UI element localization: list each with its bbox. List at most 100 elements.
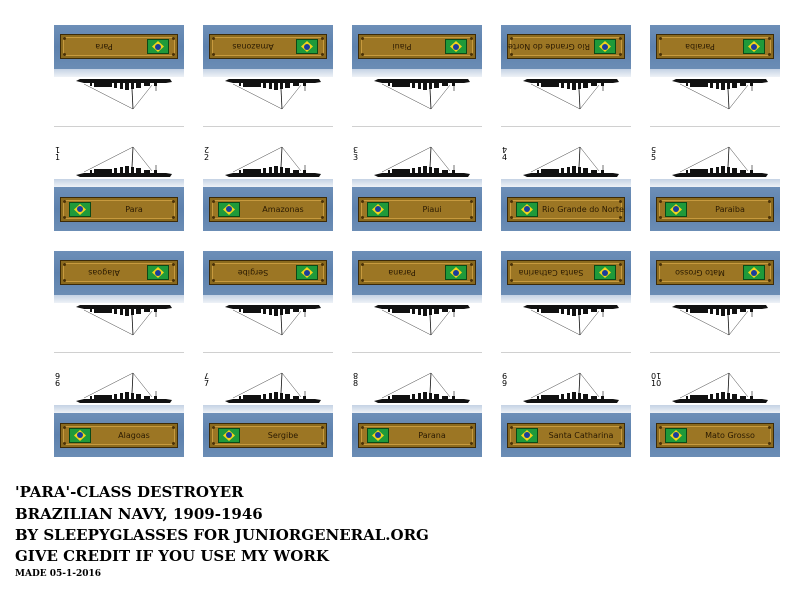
brazil-flag-icon xyxy=(69,428,91,443)
destroyer-silhouette-icon xyxy=(203,141,333,181)
counter-number: 1 xyxy=(55,153,61,162)
brazil-flag-icon xyxy=(743,265,765,280)
name-plaque: Piaui xyxy=(358,34,476,59)
destroyer-silhouette-icon xyxy=(352,75,482,115)
destroyer-silhouette-icon xyxy=(650,367,780,407)
destroyer-silhouette-icon xyxy=(501,141,631,181)
caption-title: 'PARA'-CLASS DESTROYER xyxy=(15,483,244,501)
ship-counter: Paraiba 5 5 xyxy=(650,25,780,231)
name-plaque: Amazonas xyxy=(209,34,327,59)
name-plaque: Rio Grande do Norte xyxy=(507,197,625,222)
fold-line xyxy=(203,126,333,127)
destroyer-silhouette-icon xyxy=(650,75,780,115)
name-plaque: Amazonas xyxy=(209,197,327,222)
caption-credit: GIVE CREDIT IF YOU USE MY WORK xyxy=(15,547,329,565)
ship-name: Paraiba xyxy=(685,42,715,51)
name-plaque: Para xyxy=(60,197,178,222)
brazil-flag-icon xyxy=(218,202,240,217)
counter-number: 4 xyxy=(502,153,508,162)
brazil-flag-icon xyxy=(743,39,765,54)
ship-counter: Para 1 1 xyxy=(54,25,184,231)
destroyer-silhouette-icon xyxy=(54,301,184,341)
ship-name: Mato Grosso xyxy=(675,268,725,277)
name-plaque: Parana xyxy=(358,423,476,448)
fold-line xyxy=(54,126,184,127)
brazil-flag-icon xyxy=(665,428,687,443)
fold-line xyxy=(650,126,780,127)
counter-number: 3 xyxy=(353,153,359,162)
name-plaque: Paraiba xyxy=(656,197,774,222)
destroyer-silhouette-icon xyxy=(352,367,482,407)
ship-name: Paraiba xyxy=(715,205,745,214)
ship-name: Piaui xyxy=(392,42,412,51)
fold-line xyxy=(54,352,184,353)
brazil-flag-icon xyxy=(147,265,169,280)
fold-line xyxy=(203,352,333,353)
destroyer-silhouette-icon xyxy=(54,75,184,115)
ship-name: Parana xyxy=(418,431,446,440)
destroyer-silhouette-icon xyxy=(54,141,184,181)
ship-name: Amazonas xyxy=(232,42,274,51)
ship-counter: Piaui 3 3 xyxy=(352,25,482,231)
counter-number: 8 xyxy=(353,379,359,388)
ship-counter: Amazonas 2 2 xyxy=(203,25,333,231)
name-plaque: Santa Catharina xyxy=(507,423,625,448)
counter-number: 7 xyxy=(204,379,210,388)
ship-counter: Alagoas 6 6 xyxy=(54,251,184,457)
ship-name: Alagoas xyxy=(88,268,120,277)
destroyer-silhouette-icon xyxy=(501,301,631,341)
ship-name: Santa Catharina xyxy=(548,431,614,440)
name-plaque: Mato Grosso xyxy=(656,423,774,448)
ship-name: Mato Grosso xyxy=(705,431,755,440)
ship-name: Rio Grande do Norte xyxy=(508,42,590,51)
brazil-flag-icon xyxy=(594,39,616,54)
name-plaque: Alagoas xyxy=(60,423,178,448)
destroyer-silhouette-icon xyxy=(352,301,482,341)
ship-name: Santa Catharina xyxy=(518,268,584,277)
name-plaque: Parana xyxy=(358,260,476,285)
brazil-flag-icon xyxy=(445,265,467,280)
fold-line xyxy=(352,126,482,127)
name-plaque: Piaui xyxy=(358,197,476,222)
ship-counter: Parana 8 8 xyxy=(352,251,482,457)
brazil-flag-icon xyxy=(218,428,240,443)
destroyer-silhouette-icon xyxy=(501,367,631,407)
counter-number: 6 xyxy=(55,379,61,388)
ship-name: Sergibe xyxy=(237,268,269,277)
ship-name: Para xyxy=(125,205,143,214)
brazil-flag-icon xyxy=(594,265,616,280)
destroyer-silhouette-icon xyxy=(650,141,780,181)
destroyer-silhouette-icon xyxy=(352,141,482,181)
brazil-flag-icon xyxy=(367,428,389,443)
ship-name: Parana xyxy=(388,268,416,277)
brazil-flag-icon xyxy=(665,202,687,217)
name-plaque: Santa Catharina xyxy=(507,260,625,285)
destroyer-silhouette-icon xyxy=(203,367,333,407)
destroyer-silhouette-icon xyxy=(203,301,333,341)
brazil-flag-icon xyxy=(516,428,538,443)
caption-author: BY SLEEPYGLASSES FOR JUNIORGENERAL.ORG xyxy=(15,526,429,544)
brazil-flag-icon xyxy=(296,39,318,54)
ship-name: Rio Grande do Norte xyxy=(542,205,624,214)
brazil-flag-icon xyxy=(445,39,467,54)
name-plaque: Alagoas xyxy=(60,260,178,285)
name-plaque: Paraiba xyxy=(656,34,774,59)
ship-counter: Mato Grosso 10 10 xyxy=(650,251,780,457)
brazil-flag-icon xyxy=(516,202,538,217)
fold-line xyxy=(501,352,631,353)
destroyer-silhouette-icon xyxy=(501,75,631,115)
brazil-flag-icon xyxy=(147,39,169,54)
fold-line xyxy=(501,126,631,127)
ship-counter: Santa Catharina 9 9 xyxy=(501,251,631,457)
name-plaque: Sergibe xyxy=(209,260,327,285)
destroyer-silhouette-icon xyxy=(650,301,780,341)
ship-name: Para xyxy=(95,42,113,51)
counter-number: 10 xyxy=(651,379,662,388)
name-plaque: Rio Grande do Norte xyxy=(507,34,625,59)
brazil-flag-icon xyxy=(367,202,389,217)
name-plaque: Para xyxy=(60,34,178,59)
ship-counter: Sergibe 7 7 xyxy=(203,251,333,457)
ship-name: Piaui xyxy=(422,205,442,214)
brazil-flag-icon xyxy=(69,202,91,217)
caption-navy: BRAZILIAN NAVY, 1909-1946 xyxy=(15,505,263,523)
